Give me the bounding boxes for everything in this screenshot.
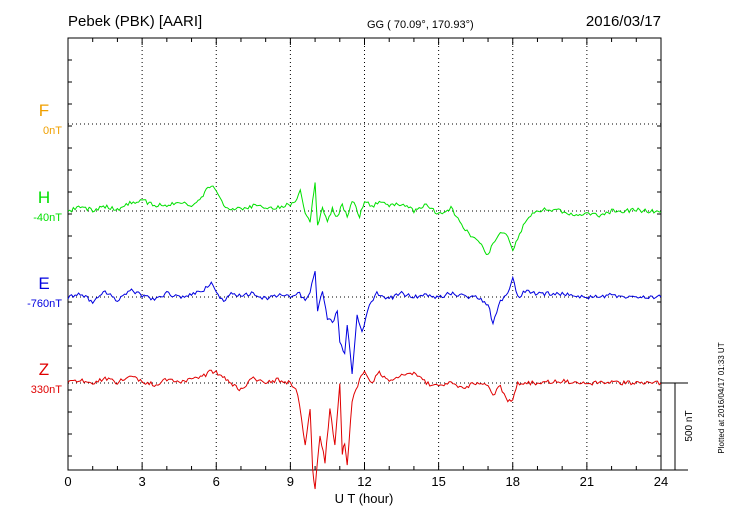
- series-offset-z: 330nT: [31, 384, 62, 396]
- series-line-z: [67, 369, 662, 490]
- x-tick-label: 6: [213, 474, 220, 489]
- series-line-e: [67, 270, 662, 375]
- x-tick-label: 15: [431, 474, 445, 489]
- grid-lines: [68, 38, 661, 470]
- series-lines: [67, 182, 662, 490]
- x-tick-label: 9: [287, 474, 294, 489]
- series-label-z: Z: [39, 360, 49, 379]
- scale-bar-label: 500 nT: [684, 410, 695, 441]
- series-offset-e: -760nT: [27, 298, 62, 310]
- series-labels: F 0nT H -40nT E -760nT Z 330nT: [27, 101, 62, 396]
- series-line-h: [67, 182, 662, 256]
- x-axis-label: U T (hour): [335, 491, 394, 506]
- plotted-at-note: Plotted at 2016/04/17 01:33 UT: [717, 342, 726, 453]
- plot-date: 2016/03/17: [586, 13, 661, 30]
- x-tick-label: 3: [139, 474, 146, 489]
- series-offset-h: -40nT: [33, 212, 62, 224]
- station-coords: GG ( 70.09°, 170.93°): [367, 19, 474, 31]
- series-label-e: E: [38, 274, 49, 293]
- series-label-h: H: [38, 188, 50, 207]
- x-tick-label: 24: [654, 474, 668, 489]
- x-axis-ticks: 0 3 6 9 12 15 18 21 24: [64, 37, 668, 489]
- x-tick-label: 0: [64, 474, 71, 489]
- series-label-f: F: [39, 101, 49, 120]
- x-tick-label: 21: [580, 474, 594, 489]
- station-title: Pebek (PBK) [AARI]: [68, 13, 202, 30]
- x-tick-label: 12: [357, 474, 371, 489]
- series-offset-f: 0nT: [43, 125, 62, 137]
- x-tick-label: 18: [506, 474, 520, 489]
- scale-bar: 500 nT: [661, 382, 695, 471]
